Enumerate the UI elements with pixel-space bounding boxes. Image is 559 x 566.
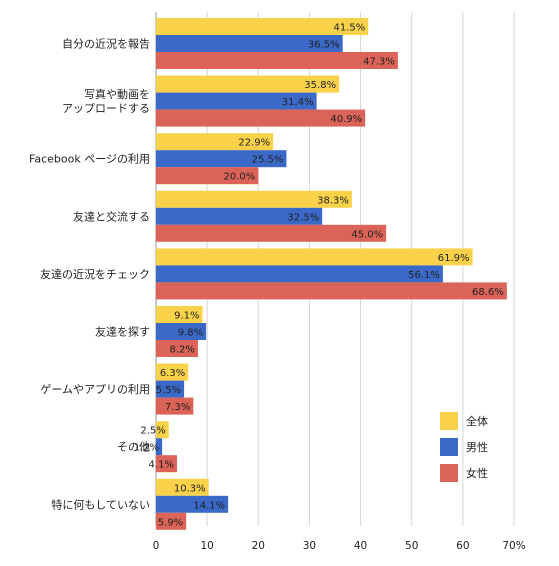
- legend-label: 男性: [466, 440, 488, 454]
- bar: [156, 438, 163, 456]
- x-tick-label: 10: [200, 540, 213, 552]
- bar: [156, 150, 287, 168]
- category-label-line: 友達を探す: [95, 325, 150, 339]
- category-label-line: アップロードする: [62, 102, 150, 115]
- bar: [156, 190, 352, 208]
- bar-value-label: 8.2%: [170, 345, 195, 356]
- bar-value-label: 9.8%: [178, 328, 203, 339]
- x-tick-label: 0: [153, 540, 160, 552]
- bar-value-label: 40.9%: [330, 114, 362, 125]
- category-label: 自分の近況を報告: [62, 37, 150, 51]
- bar-value-label: 25.5%: [252, 155, 284, 166]
- bar-value-label: 22.9%: [238, 138, 270, 149]
- bar: [156, 397, 194, 415]
- bar-value-label: 10.3%: [174, 483, 206, 494]
- category-label-line: 友達と交流する: [73, 209, 150, 223]
- bar: [156, 380, 185, 398]
- bar-value-label: 68.6%: [472, 287, 504, 298]
- category-label: ゲームやアプリの利用: [40, 383, 150, 396]
- bar-value-label: 41.5%: [333, 23, 365, 34]
- bar-value-label: 9.1%: [174, 311, 199, 322]
- bar-value-label: 7.3%: [165, 402, 190, 413]
- x-tick-label: 40: [354, 540, 367, 552]
- bar: [156, 207, 323, 225]
- category-label: その他: [117, 441, 150, 454]
- legend-swatch: [440, 438, 458, 456]
- bar: [156, 306, 203, 323]
- bar-value-label: 47.3%: [363, 57, 395, 68]
- category-label-line: 友達の近況をチェック: [40, 267, 150, 281]
- x-tick-label: 70%: [502, 540, 525, 552]
- bars: [156, 18, 507, 530]
- bar-value-label: 1.2%: [134, 443, 159, 454]
- category-label: 特に何もしていない: [51, 497, 150, 511]
- bar-value-label: 14.1%: [193, 500, 225, 511]
- bar-value-label: 36.5%: [308, 40, 340, 51]
- bar-value-label: 20.0%: [224, 172, 256, 183]
- bar: [156, 282, 507, 300]
- category-label-line: 特に何もしていない: [51, 497, 150, 511]
- bar-value-label: 6.3%: [160, 368, 185, 379]
- bar-value-label: 4.1%: [149, 460, 174, 471]
- category-label: 写真や動画をアップロードする: [62, 87, 150, 115]
- bar-value-label: 5.5%: [156, 385, 181, 396]
- bar: [156, 92, 317, 110]
- bar: [156, 224, 387, 242]
- category-label-line: 写真や動画を: [84, 87, 150, 101]
- bar: [156, 52, 398, 69]
- bar: [156, 133, 274, 151]
- category-label: 友達を探す: [95, 325, 150, 339]
- legend-label: 女性: [466, 466, 488, 480]
- x-axis-ticks: 0 10 20 30 40 50 60 70%: [153, 540, 526, 552]
- bar-value-label: 31.4%: [282, 97, 314, 108]
- bar: [156, 340, 198, 357]
- category-label: Facebook ページの利用: [29, 153, 150, 166]
- bar: [156, 323, 207, 340]
- category-label-line: ゲームやアプリの利用: [40, 383, 150, 396]
- category-label-line: その他: [117, 441, 150, 454]
- bar: [156, 478, 209, 496]
- legend-label: 全体: [466, 414, 488, 428]
- x-tick-label: 50: [405, 540, 418, 552]
- bar-value-label: 32.5%: [287, 212, 319, 223]
- category-label-line: Facebook ページの利用: [29, 153, 150, 166]
- category-label-line: 自分の近況を報告: [62, 37, 150, 51]
- x-tick-label: 60: [456, 540, 469, 552]
- bar: [156, 265, 443, 283]
- legend-swatch: [440, 464, 458, 482]
- bar: [156, 421, 169, 439]
- category-label: 友達と交流する: [73, 209, 150, 223]
- bar: [156, 495, 229, 513]
- bar: [156, 18, 369, 35]
- bar-value-label: 35.8%: [304, 80, 336, 91]
- bar: [156, 75, 340, 93]
- bar-value-label: 45.0%: [351, 229, 383, 240]
- bar: [156, 455, 177, 473]
- x-tick-label: 30: [303, 540, 316, 552]
- bar-value-label: 2.5%: [140, 426, 165, 437]
- x-tick-label: 20: [252, 540, 265, 552]
- bar-value-label: 5.9%: [158, 517, 183, 528]
- bar: [156, 248, 473, 266]
- bar: [156, 167, 259, 185]
- value-labels: 41.5% 36.5% 47.3% 35.8% 31.4% 40.9% 22.9% 25.5%…: [134, 23, 504, 529]
- category-label: 友達の近況をチェック: [40, 267, 150, 281]
- bar: [156, 512, 187, 530]
- legend-swatch: [440, 412, 458, 430]
- bar-value-label: 38.3%: [317, 195, 349, 206]
- bar: [156, 35, 343, 52]
- bar-value-label: 61.9%: [438, 253, 470, 264]
- bar: [156, 109, 366, 127]
- bar-value-label: 56.1%: [408, 270, 440, 281]
- bar: [156, 363, 189, 381]
